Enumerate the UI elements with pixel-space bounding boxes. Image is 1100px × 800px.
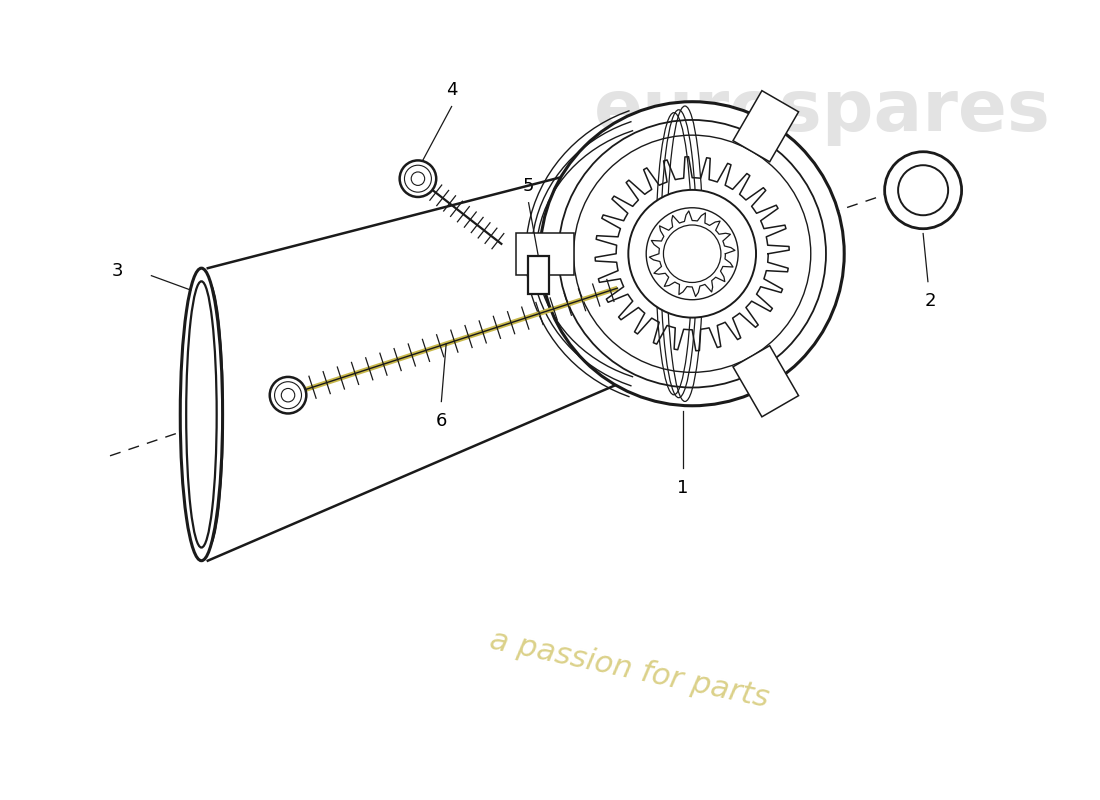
Text: 6: 6: [436, 412, 447, 430]
Polygon shape: [733, 90, 799, 162]
Ellipse shape: [884, 152, 961, 229]
Text: 2: 2: [925, 292, 936, 310]
Text: 3: 3: [112, 262, 123, 280]
Polygon shape: [516, 233, 574, 275]
Polygon shape: [733, 346, 799, 417]
Ellipse shape: [186, 282, 217, 547]
FancyBboxPatch shape: [528, 256, 549, 294]
Circle shape: [399, 160, 437, 197]
Ellipse shape: [192, 282, 223, 547]
Text: eurospares: eurospares: [594, 77, 1050, 146]
Ellipse shape: [180, 268, 222, 561]
Ellipse shape: [664, 150, 691, 358]
Ellipse shape: [540, 102, 844, 406]
Text: a passion for parts: a passion for parts: [487, 626, 772, 714]
Circle shape: [270, 377, 306, 414]
Text: 5: 5: [522, 178, 535, 195]
Ellipse shape: [898, 166, 948, 215]
Polygon shape: [208, 148, 675, 561]
Text: 4: 4: [446, 81, 458, 99]
Text: 1: 1: [676, 478, 689, 497]
Ellipse shape: [628, 190, 756, 318]
